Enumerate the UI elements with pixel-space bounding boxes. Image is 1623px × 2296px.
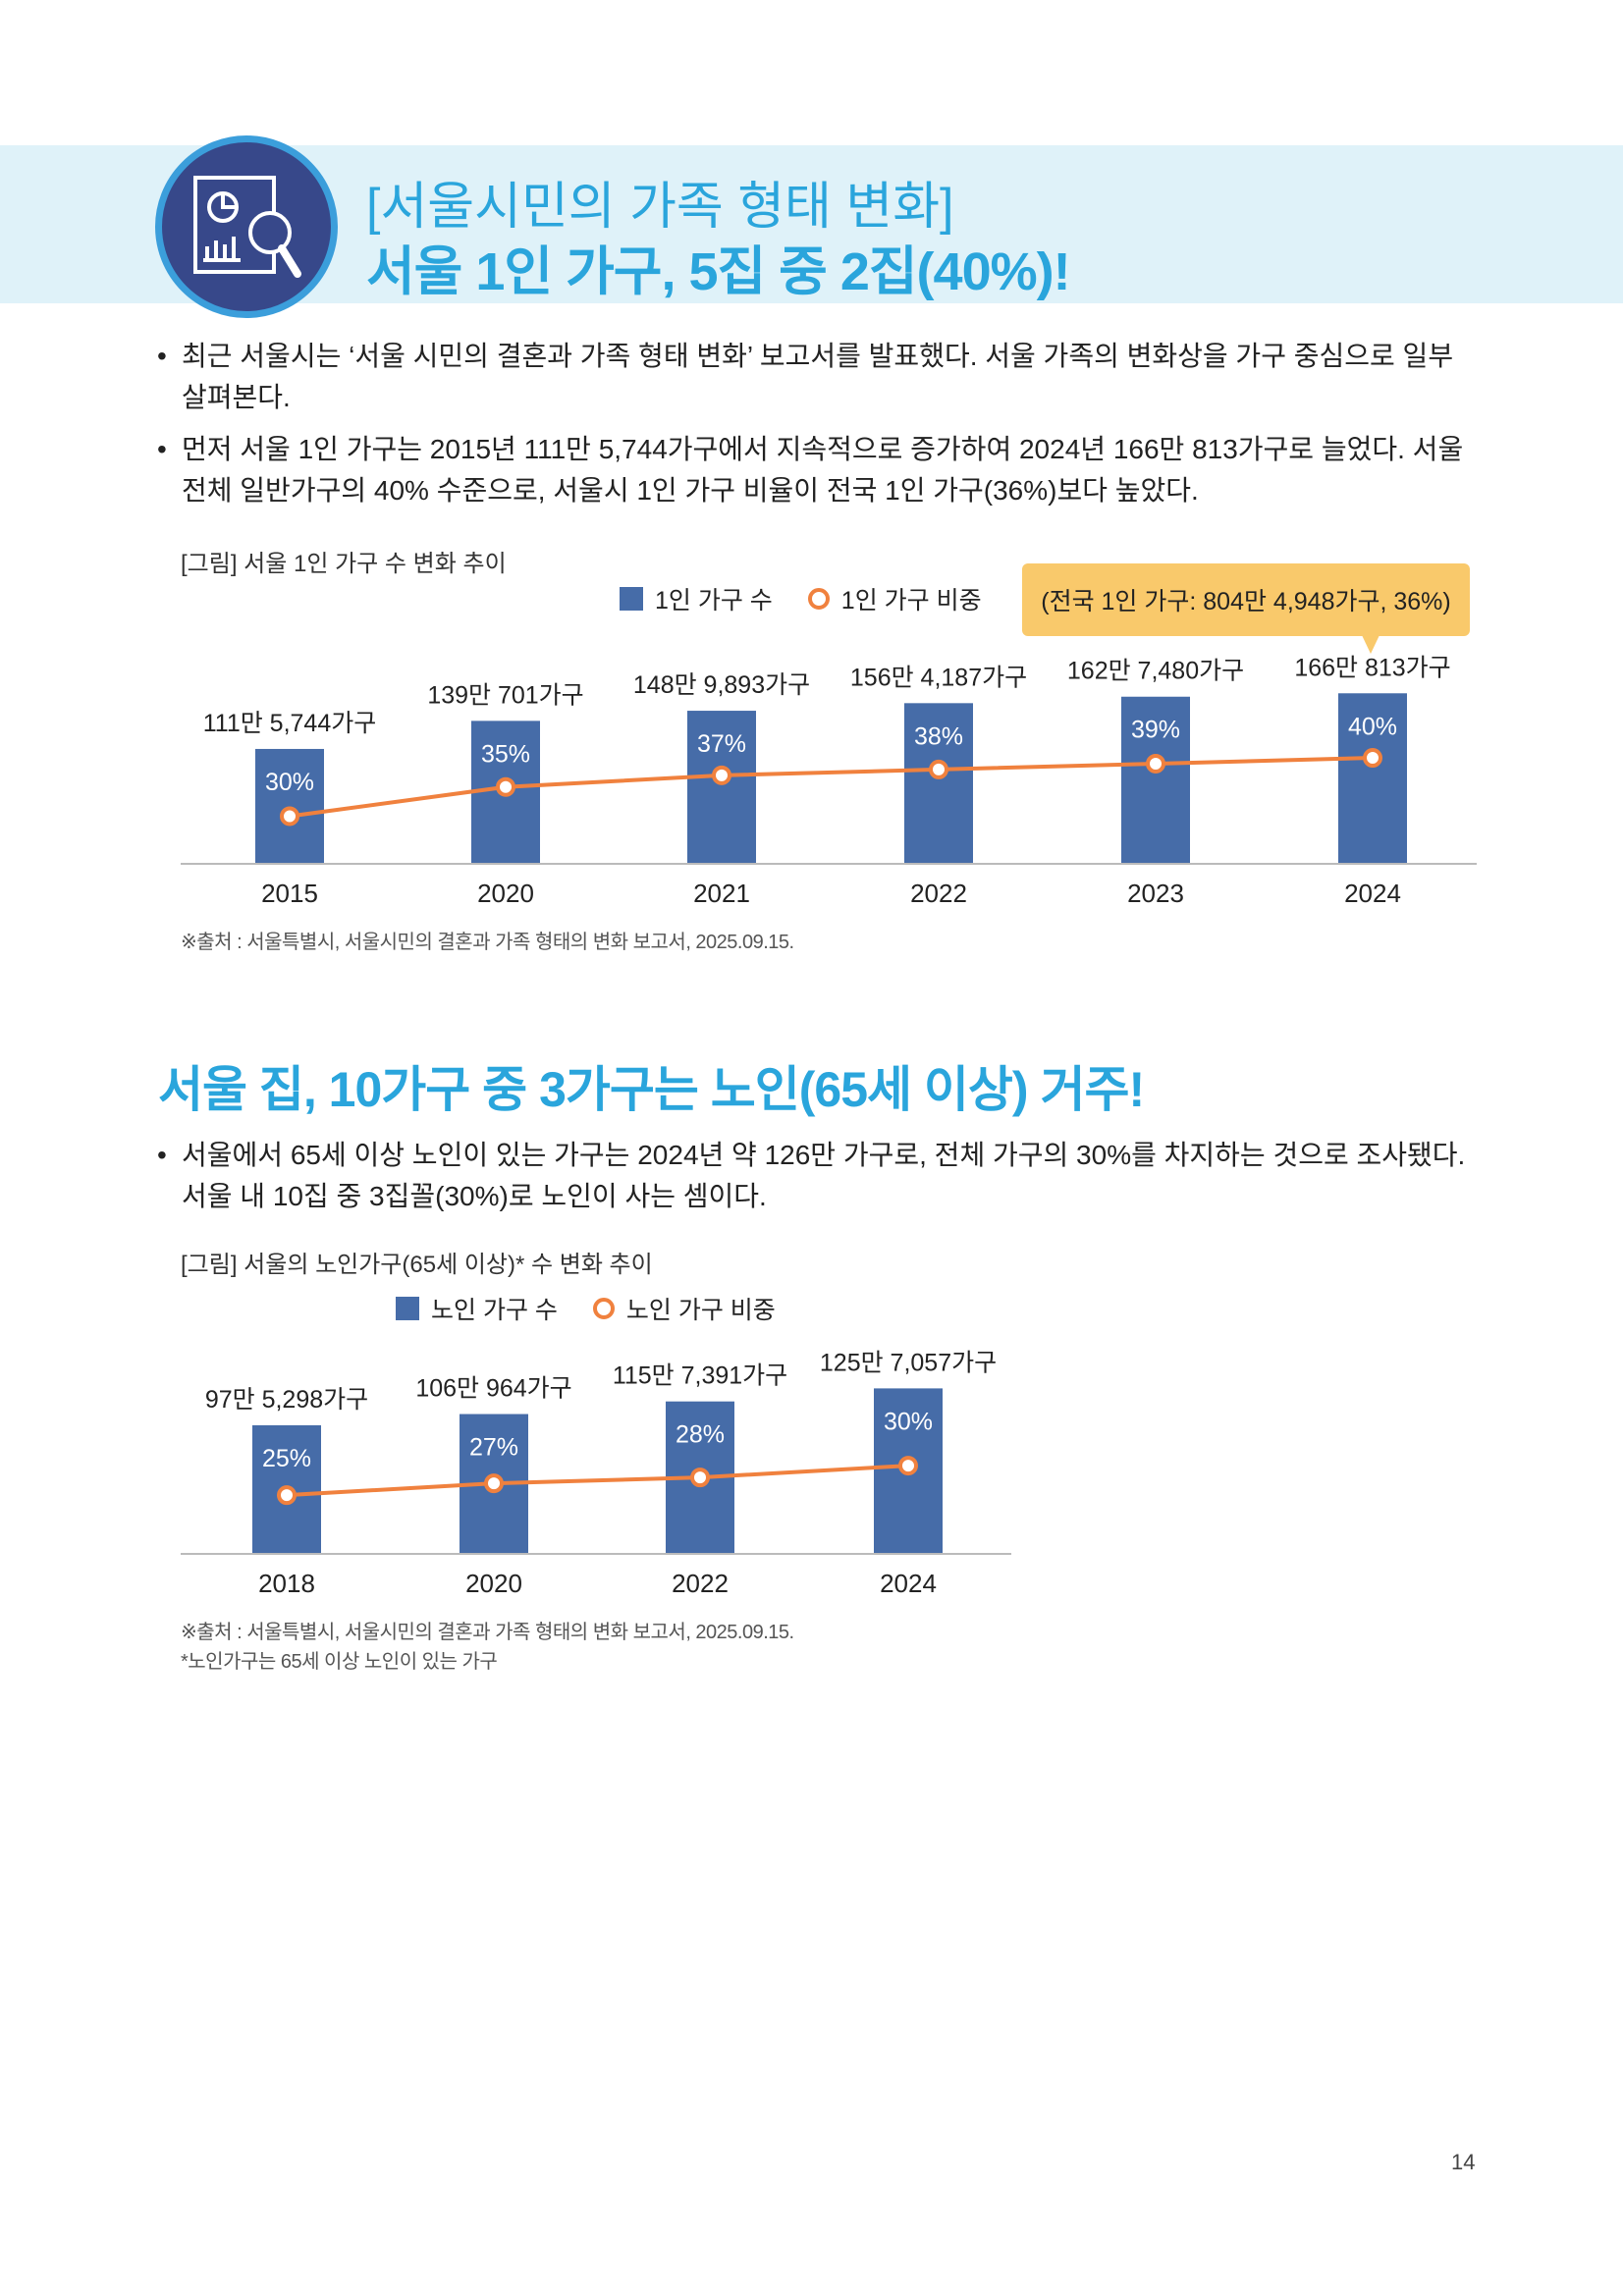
section2-heading: 서울 집, 10가구 중 3가구는 노인(65세 이상) 거주!	[158, 1062, 1145, 1117]
bar-value-label: 162만 7,480가구	[1067, 658, 1244, 685]
bullet-paragraph: • 서울에서 65세 이상 노인이 있는 가구는 2024년 약 126만 가구로…	[157, 1135, 1473, 1217]
national-callout: (전국 1인 가구: 804만 4,948가구, 36%)	[1022, 563, 1470, 654]
x-tick-label: 2022	[672, 1569, 729, 1598]
chart2-legend: 노인 가구 수 노인 가구 비중	[396, 1291, 776, 1326]
bar-value-label: 125만 7,057가구	[820, 1349, 997, 1376]
bar	[1338, 693, 1407, 863]
ratio-point	[1363, 748, 1382, 769]
footnote: *노인가구는 65세 이상 노인이 있는 가구	[181, 1651, 498, 1673]
source-note: ※출처 : 서울특별시, 서울시민의 결혼과 가족 형태의 변화 보고서, 20…	[181, 932, 794, 953]
bullet-text: 먼저 서울 1인 가구는 2015년 111만 5,744가구에서 지속적으로 …	[182, 434, 1464, 506]
bullet-text: 서울에서 65세 이상 노인이 있는 가구는 2024년 약 126만 가구로,…	[182, 1140, 1466, 1211]
ratio-point	[280, 806, 299, 827]
percent-label: 38%	[914, 722, 963, 750]
x-tick-label: 2024	[1344, 879, 1401, 908]
legend-bar-swatch	[396, 1297, 419, 1320]
x-tick-label: 2023	[1127, 879, 1184, 908]
chart2: 97만 5,298가구 25% 2018 106만 964가구 27% 2020 115만 …	[181, 1349, 1011, 1598]
bar-value-label: 139만 701가구	[427, 681, 583, 709]
percent-label: 30%	[884, 1408, 933, 1435]
percent-label: 25%	[262, 1445, 311, 1472]
ratio-point	[277, 1485, 297, 1506]
bullet-text: 최근 서울시는 ‘서울 시민의 결혼과 가족 형태 변화’ 보고서를 발표했다.…	[182, 341, 1454, 412]
percent-label: 39%	[1131, 717, 1180, 744]
callout-text: (전국 1인 가구: 804만 4,948가구, 36%)	[1041, 588, 1451, 615]
percent-label: 40%	[1348, 713, 1397, 740]
bar-value-label: 156만 4,187가구	[850, 664, 1027, 691]
bar-value-label: 148만 9,893가구	[633, 671, 810, 699]
page-number: 14	[1451, 2150, 1476, 2174]
x-tick-label: 2024	[880, 1569, 937, 1598]
bar	[904, 703, 973, 863]
x-tick-label: 2022	[910, 879, 967, 908]
legend-label: 노인 가구 비중	[625, 1297, 776, 1324]
x-tick-label: 2018	[258, 1569, 315, 1598]
x-tick-label: 2020	[465, 1569, 522, 1598]
source-note: ※출처 : 서울특별시, 서울시민의 결혼과 가족 형태의 변화 보고서, 20…	[181, 1622, 794, 1643]
legend-line-marker	[807, 588, 830, 610]
bar-value-label: 115만 7,391가구	[613, 1362, 787, 1390]
percent-label: 30%	[265, 769, 314, 796]
ratio-point	[690, 1468, 710, 1488]
bar	[1121, 696, 1190, 863]
ratio-point	[484, 1473, 504, 1494]
ratio-point	[1146, 753, 1165, 774]
chart1: 111만 5,744가구 30% 2015 139만 701가구 35% 2020 148만…	[181, 654, 1477, 908]
chart1-legend: 1인 가구 수 1인 가구 비중	[620, 581, 982, 616]
report-magnifier-icon	[155, 135, 338, 318]
bar-value-label: 166만 813가구	[1294, 654, 1450, 681]
legend-label: 1인 가구 비중	[840, 587, 982, 614]
legend-label: 노인 가구 수	[431, 1297, 558, 1324]
ratio-point	[898, 1456, 918, 1476]
page-title-line1: [서울시민의 가족 형태 변화]	[366, 179, 954, 236]
percent-label: 37%	[697, 730, 746, 758]
bar	[687, 711, 756, 863]
figure-caption: [그림] 서울 1인 가구 수 변화 추이	[181, 551, 507, 577]
ratio-point	[712, 765, 731, 785]
percent-label: 27%	[469, 1434, 518, 1462]
x-tick-label: 2020	[477, 879, 534, 908]
bar-value-label: 97만 5,298가구	[205, 1386, 368, 1414]
ratio-line	[286, 1464, 909, 1498]
ratio-point	[496, 776, 515, 797]
percent-label: 28%	[676, 1421, 725, 1449]
legend-bar-swatch	[620, 587, 643, 611]
bullet-paragraph: • 먼저 서울 1인 가구는 2015년 111만 5,744가구에서 지속적으로…	[157, 429, 1473, 511]
bar-value-label: 106만 964가구	[415, 1375, 571, 1403]
bullet-paragraph: • 최근 서울시는 ‘서울 시민의 결혼과 가족 형태 변화’ 보고서를 발표했다…	[157, 336, 1473, 418]
ratio-point	[929, 759, 948, 779]
x-tick-label: 2021	[693, 879, 750, 908]
x-tick-label: 2015	[261, 879, 318, 908]
ratio-line	[289, 756, 1374, 819]
figure-caption: [그림] 서울의 노인가구(65세 이상)* 수 변화 추이	[181, 1252, 653, 1278]
bar	[255, 748, 324, 863]
page-title-line2: 서울 1인 가구, 5집 중 2집(40%)!	[366, 242, 1071, 301]
legend-label: 1인 가구 수	[655, 587, 773, 614]
bar-value-label: 111만 5,744가구	[203, 710, 377, 737]
percent-label: 35%	[481, 740, 530, 768]
legend-line-marker	[592, 1298, 615, 1319]
